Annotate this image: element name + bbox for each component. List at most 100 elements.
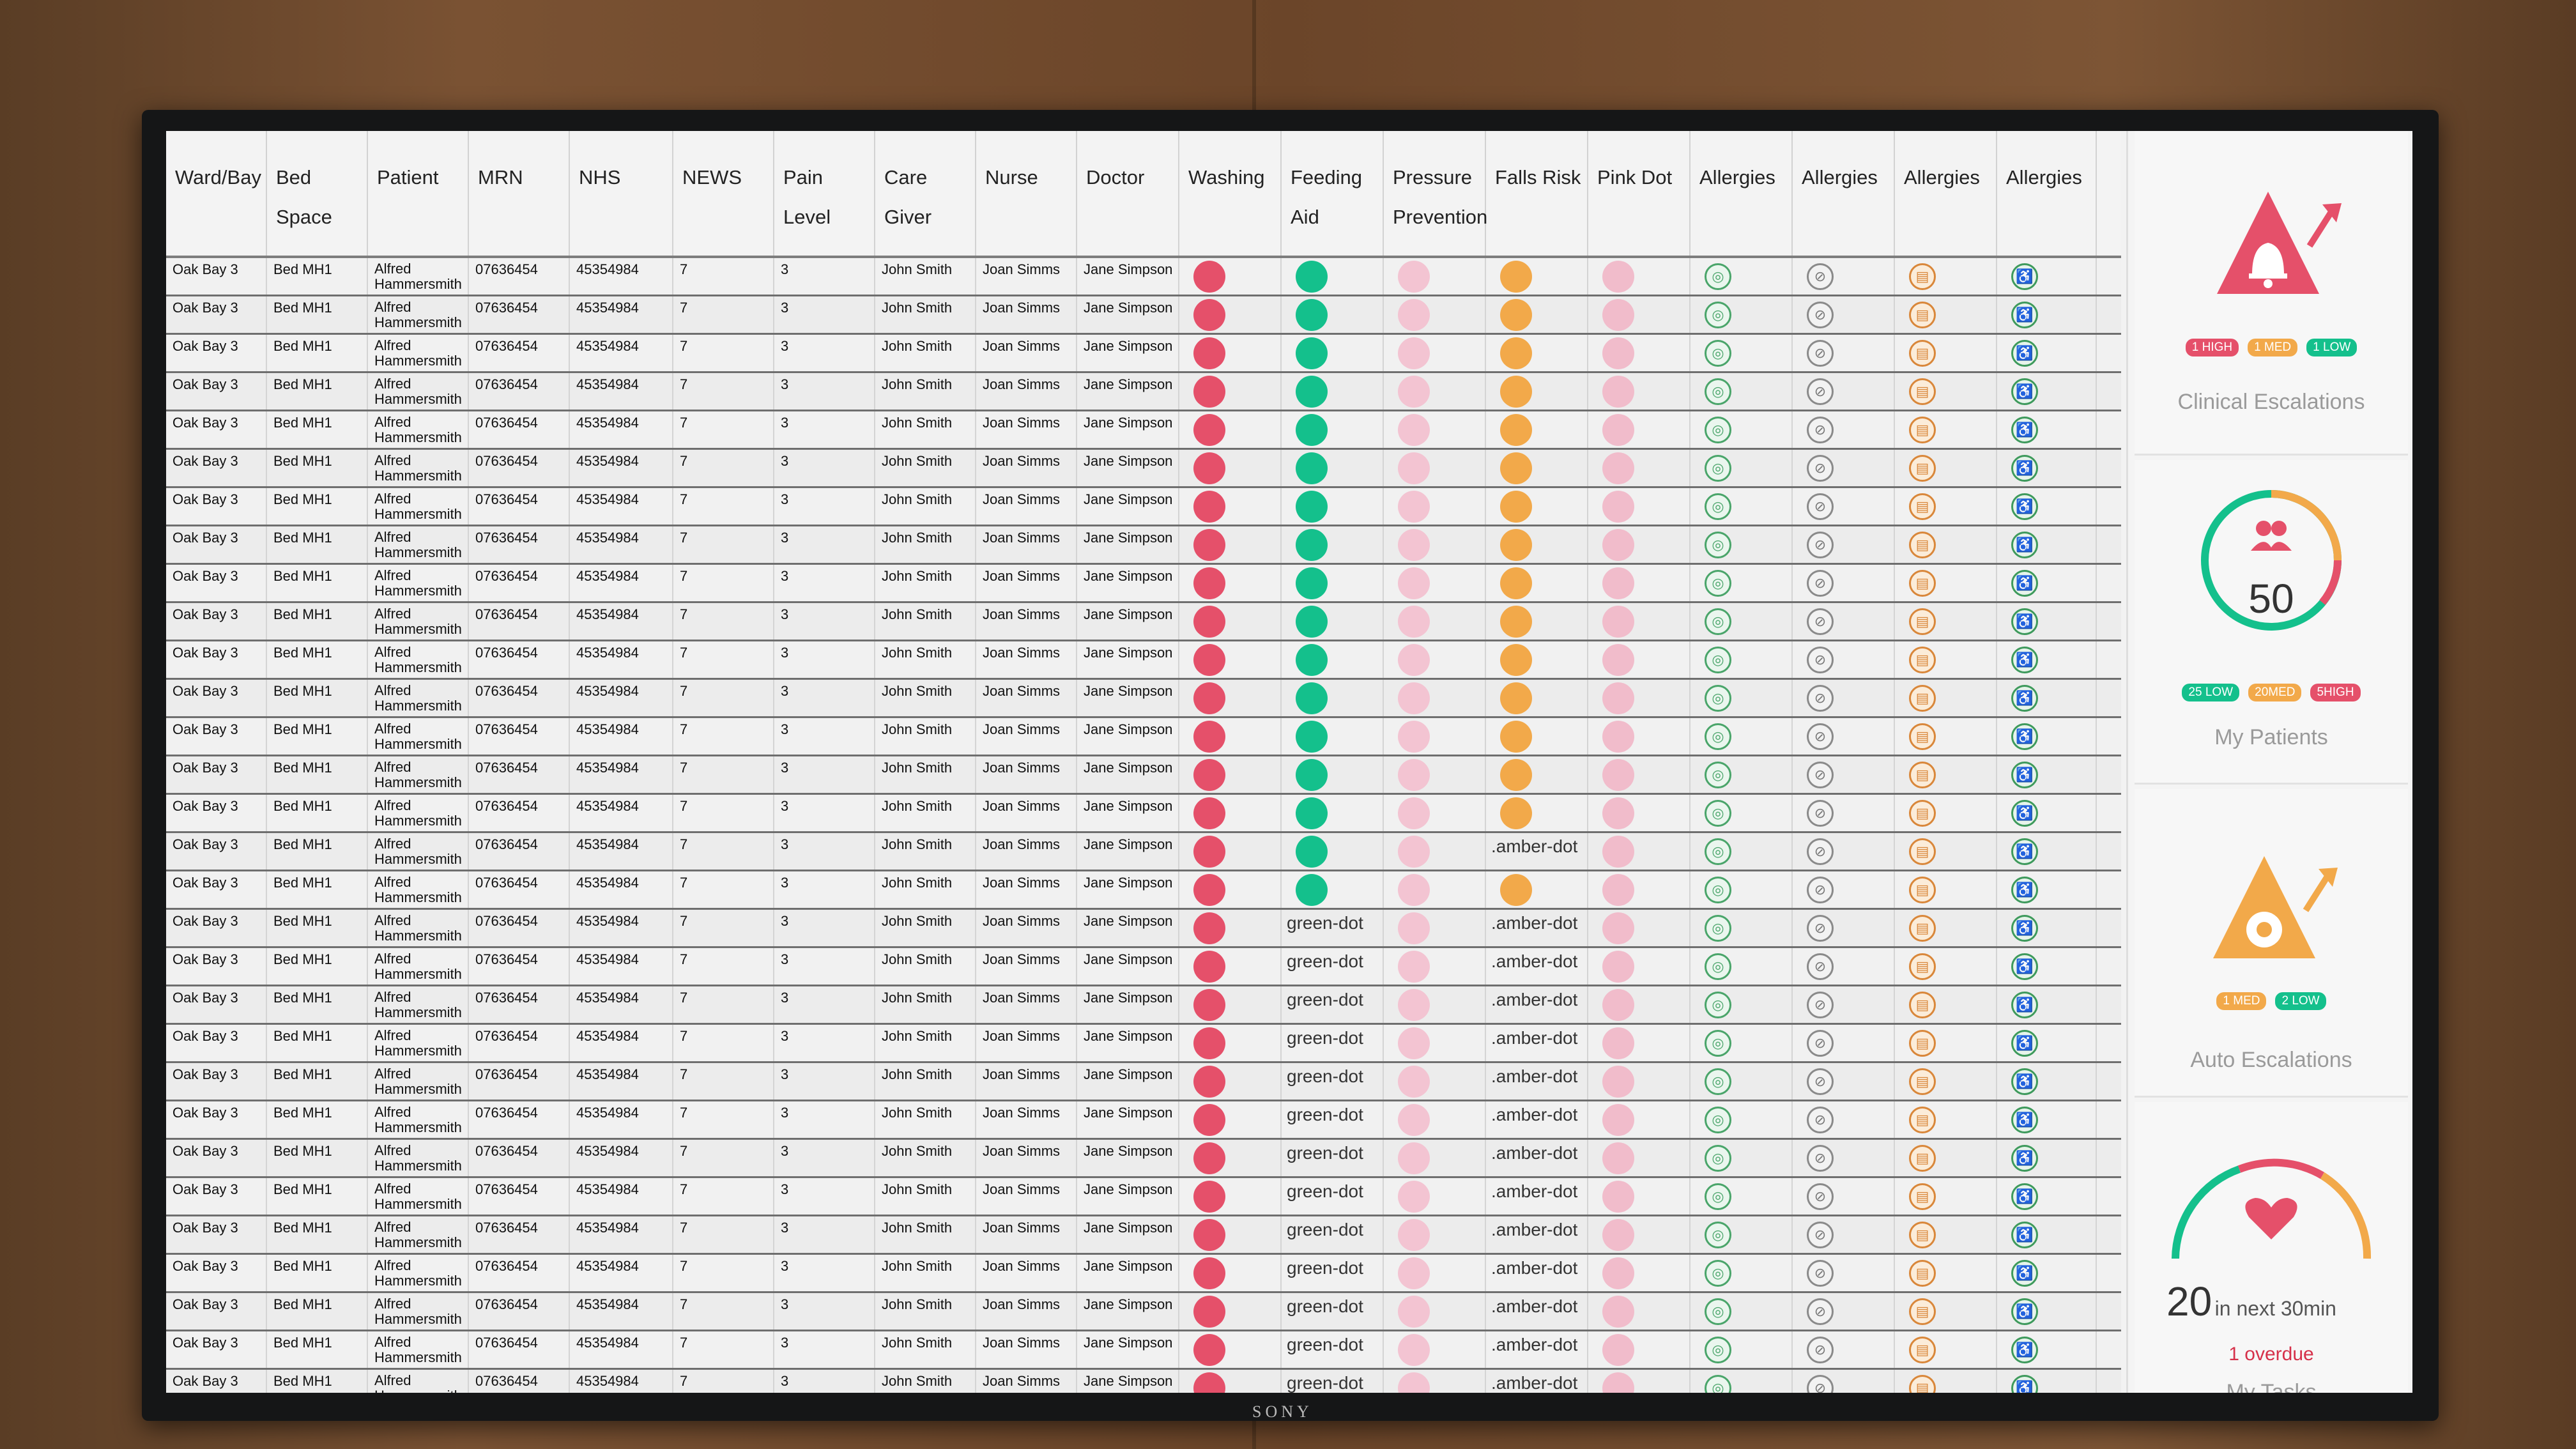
no-eye-icon[interactable]: ⊘ bbox=[1807, 876, 1834, 903]
status-dot-pink[interactable] bbox=[1398, 1103, 1430, 1136]
status-dot-red[interactable] bbox=[1193, 375, 1225, 408]
status-dot-red[interactable] bbox=[1193, 758, 1225, 791]
column-header-bed[interactable]: Bed Space bbox=[267, 131, 368, 256]
status-dot-pink[interactable] bbox=[1398, 260, 1430, 293]
no-eye-icon[interactable]: ⊘ bbox=[1807, 1259, 1834, 1287]
wheelchair-icon[interactable]: ♿ bbox=[2011, 569, 2038, 597]
status-dot-green[interactable] bbox=[1296, 758, 1328, 791]
status-dot-amber[interactable] bbox=[1500, 298, 1532, 331]
wheelchair-icon[interactable]: ♿ bbox=[2011, 761, 2038, 788]
status-dot-pink[interactable] bbox=[1398, 1295, 1430, 1328]
status-dot-red[interactable] bbox=[1193, 1333, 1225, 1366]
status-dot-amber[interactable] bbox=[1500, 605, 1532, 638]
wheelchair-icon[interactable]: ♿ bbox=[2011, 531, 2038, 558]
status-dot-pinkdot[interactable] bbox=[1602, 1257, 1634, 1289]
status-dot-green[interactable] bbox=[1296, 643, 1328, 676]
wheelchair-icon[interactable]: ♿ bbox=[2011, 723, 2038, 750]
my-patients-card[interactable]: 50 25 LOW 20MED 5HIGH My Patients bbox=[2135, 460, 2408, 785]
status-dot-pink[interactable] bbox=[1398, 528, 1430, 561]
status-dot-red[interactable] bbox=[1193, 1103, 1225, 1136]
target-icon[interactable]: ◎ bbox=[1705, 263, 1731, 290]
status-dot-green[interactable] bbox=[1296, 797, 1328, 829]
no-eye-icon[interactable]: ⊘ bbox=[1807, 1221, 1834, 1248]
target-icon[interactable]: ◎ bbox=[1705, 416, 1731, 443]
status-dot-green[interactable] bbox=[1296, 260, 1328, 293]
status-dot-red[interactable] bbox=[1193, 682, 1225, 714]
clipboard-icon[interactable]: ▤ bbox=[1909, 608, 1936, 635]
clipboard-icon[interactable]: ▤ bbox=[1909, 876, 1936, 903]
no-eye-icon[interactable]: ⊘ bbox=[1807, 531, 1834, 558]
column-header-carer[interactable]: Care Giver bbox=[875, 131, 976, 256]
wheelchair-icon[interactable]: ♿ bbox=[2011, 416, 2038, 443]
status-dot-pinkdot[interactable] bbox=[1602, 605, 1634, 638]
status-dot-amber[interactable] bbox=[1500, 375, 1532, 408]
clipboard-icon[interactable]: ▤ bbox=[1909, 646, 1936, 673]
wheelchair-icon[interactable]: ♿ bbox=[2011, 1106, 2038, 1133]
clipboard-icon[interactable]: ▤ bbox=[1909, 416, 1936, 443]
target-icon[interactable]: ◎ bbox=[1705, 1336, 1731, 1363]
clipboard-icon[interactable]: ▤ bbox=[1909, 1259, 1936, 1287]
no-eye-icon[interactable]: ⊘ bbox=[1807, 799, 1834, 827]
status-dot-pink[interactable] bbox=[1398, 1372, 1430, 1393]
target-icon[interactable]: ◎ bbox=[1705, 301, 1731, 328]
status-dot-green[interactable] bbox=[1296, 567, 1328, 599]
no-eye-icon[interactable]: ⊘ bbox=[1807, 684, 1834, 712]
no-eye-icon[interactable]: ⊘ bbox=[1807, 1029, 1834, 1057]
wheelchair-icon[interactable]: ♿ bbox=[2011, 799, 2038, 827]
clipboard-icon[interactable]: ▤ bbox=[1909, 1374, 1936, 1393]
target-icon[interactable]: ◎ bbox=[1705, 1106, 1731, 1133]
column-header-news[interactable]: NEWS bbox=[673, 131, 774, 256]
status-dot-pink[interactable] bbox=[1398, 1065, 1430, 1098]
target-icon[interactable]: ◎ bbox=[1705, 838, 1731, 865]
status-dot-pinkdot[interactable] bbox=[1602, 1333, 1634, 1366]
column-header-nhs[interactable]: NHS bbox=[570, 131, 673, 256]
status-dot-red[interactable] bbox=[1193, 567, 1225, 599]
status-dot-pinkdot[interactable] bbox=[1602, 758, 1634, 791]
wheelchair-icon[interactable]: ♿ bbox=[2011, 1029, 2038, 1057]
status-dot-pink[interactable] bbox=[1398, 1257, 1430, 1289]
no-eye-icon[interactable]: ⊘ bbox=[1807, 914, 1834, 942]
status-dot-pink[interactable] bbox=[1398, 1218, 1430, 1251]
status-dot-pink[interactable] bbox=[1398, 1180, 1430, 1213]
wheelchair-icon[interactable]: ♿ bbox=[2011, 953, 2038, 980]
status-dot-pink[interactable] bbox=[1398, 298, 1430, 331]
wheelchair-icon[interactable]: ♿ bbox=[2011, 378, 2038, 405]
clipboard-icon[interactable]: ▤ bbox=[1909, 1298, 1936, 1325]
status-dot-red[interactable] bbox=[1193, 1027, 1225, 1059]
clipboard-icon[interactable]: ▤ bbox=[1909, 1068, 1936, 1095]
wheelchair-icon[interactable]: ♿ bbox=[2011, 991, 2038, 1018]
clipboard-icon[interactable]: ▤ bbox=[1909, 1106, 1936, 1133]
status-dot-pink[interactable] bbox=[1398, 452, 1430, 484]
target-icon[interactable]: ◎ bbox=[1705, 1068, 1731, 1095]
wheelchair-icon[interactable]: ♿ bbox=[2011, 263, 2038, 290]
no-eye-icon[interactable]: ⊘ bbox=[1807, 493, 1834, 520]
status-dot-amber[interactable] bbox=[1500, 720, 1532, 753]
column-header-allergy1[interactable]: Allergies bbox=[1690, 131, 1793, 256]
wheelchair-icon[interactable]: ♿ bbox=[2011, 454, 2038, 482]
status-dot-amber[interactable] bbox=[1500, 758, 1532, 791]
status-dot-pinkdot[interactable] bbox=[1602, 1218, 1634, 1251]
status-dot-pink[interactable] bbox=[1398, 567, 1430, 599]
status-dot-red[interactable] bbox=[1193, 912, 1225, 944]
target-icon[interactable]: ◎ bbox=[1705, 646, 1731, 673]
status-dot-pinkdot[interactable] bbox=[1602, 375, 1634, 408]
status-dot-pink[interactable] bbox=[1398, 912, 1430, 944]
status-dot-pinkdot[interactable] bbox=[1602, 1180, 1634, 1213]
wheelchair-icon[interactable]: ♿ bbox=[2011, 608, 2038, 635]
status-dot-green[interactable] bbox=[1296, 375, 1328, 408]
status-dot-red[interactable] bbox=[1193, 260, 1225, 293]
status-dot-red[interactable] bbox=[1193, 873, 1225, 906]
no-eye-icon[interactable]: ⊘ bbox=[1807, 339, 1834, 367]
no-eye-icon[interactable]: ⊘ bbox=[1807, 416, 1834, 443]
status-dot-green[interactable] bbox=[1296, 452, 1328, 484]
status-dot-pinkdot[interactable] bbox=[1602, 1142, 1634, 1174]
status-dot-pinkdot[interactable] bbox=[1602, 835, 1634, 868]
no-eye-icon[interactable]: ⊘ bbox=[1807, 454, 1834, 482]
